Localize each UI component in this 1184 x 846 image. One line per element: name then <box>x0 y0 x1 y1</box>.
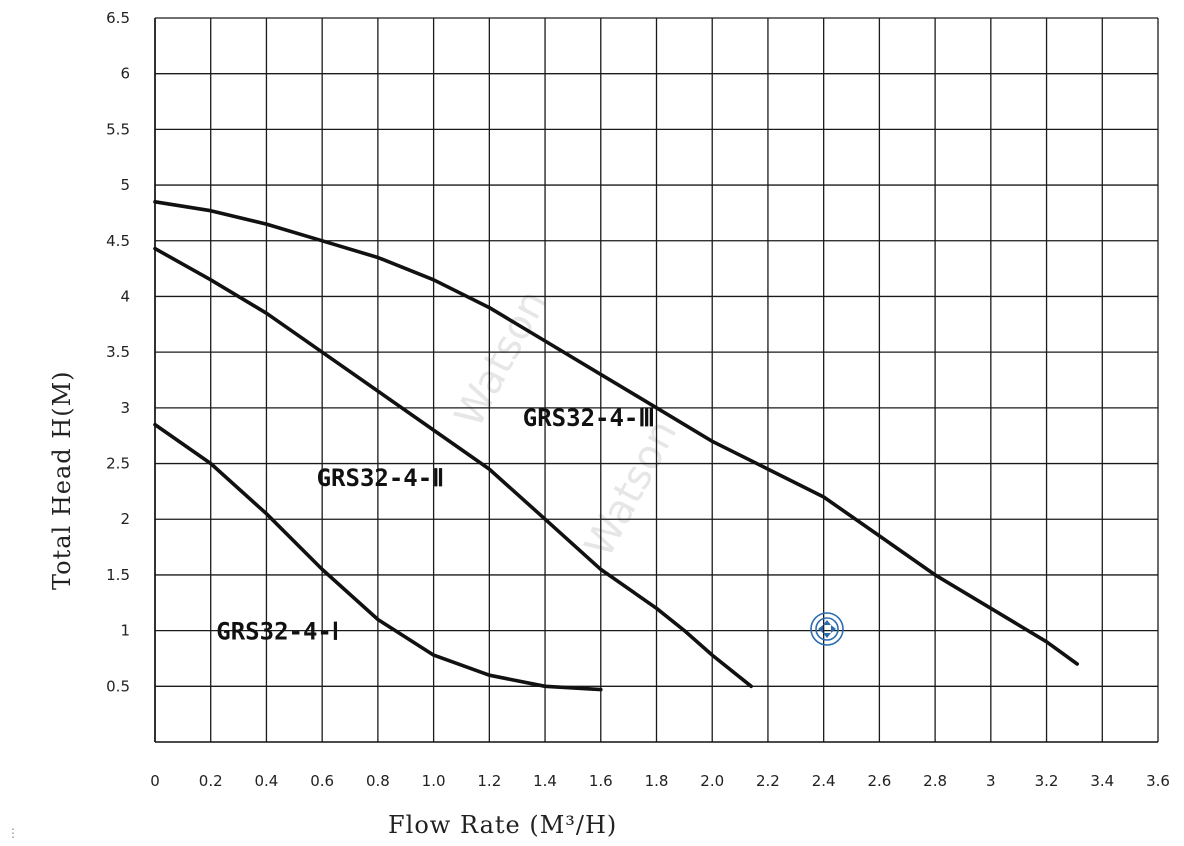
x-tick-label-14: 2.8 <box>923 772 947 790</box>
x-tick-label-3: 0.6 <box>310 772 334 790</box>
x-tick-label-2: 0.4 <box>255 772 279 790</box>
y-tick-label-9: 5 <box>120 176 130 194</box>
x-tick-label-0: 0 <box>150 772 160 790</box>
x-tick-label-8: 1.6 <box>589 772 613 790</box>
x-tick-label-11: 2.2 <box>756 772 780 790</box>
x-tick-labels: 0 0.2 0.4 0.6 0.8 1.0 1.2 1.4 1.6 1.8 2.0 2.2 2.4 2.6… <box>150 772 1170 790</box>
curve-labels: GRS32-4-Ⅰ GRS32-4-Ⅱ GRS32-4-Ⅲ <box>216 404 655 646</box>
axes <box>154 18 1158 743</box>
y-tick-label-6: 3.5 <box>106 343 130 361</box>
x-tick-label-5: 1.0 <box>422 772 446 790</box>
y-tick-label-7: 4 <box>120 287 130 305</box>
curve-label-series-3: GRS32-4-Ⅲ <box>523 404 655 432</box>
curve-series-2 <box>153 246 753 689</box>
y-tick-label-1: 1 <box>120 622 130 640</box>
x-tick-label-9: 1.8 <box>645 772 669 790</box>
y-tick-label-10: 5.5 <box>106 120 130 138</box>
drag-handle-icon[interactable]: ⋮ <box>7 826 19 840</box>
x-tick-label-7: 1.4 <box>533 772 557 790</box>
y-tick-label-11: 6 <box>120 65 130 83</box>
y-axis-title: Total Head H(M) <box>48 370 76 590</box>
watermark-text-2: Watson <box>576 413 686 565</box>
y-tick-label-8: 4.5 <box>106 232 130 250</box>
x-tick-label-4: 0.8 <box>366 772 390 790</box>
x-tick-label-17: 3.4 <box>1090 772 1114 790</box>
y-tick-label-3: 2 <box>120 510 130 528</box>
x-tick-label-12: 2.4 <box>812 772 836 790</box>
y-tick-label-12: 6.5 <box>106 9 130 27</box>
y-tick-labels: 0.5 1 1.5 2 2.5 3 3.5 4 4.5 5 5.5 6 6.5 <box>106 9 130 695</box>
x-axis-title: Flow Rate (M³/H) <box>388 811 617 839</box>
x-tick-label-1: 0.2 <box>199 772 223 790</box>
y-tick-label-0: 0.5 <box>106 677 130 695</box>
curve-series-3 <box>153 200 1079 666</box>
move-cursor-icon[interactable] <box>810 612 844 646</box>
x-tick-label-18: 3.6 <box>1146 772 1170 790</box>
curve-label-series-2: GRS32-4-Ⅱ <box>317 464 444 492</box>
y-tick-label-2: 1.5 <box>106 566 130 584</box>
performance-curves <box>153 200 1079 692</box>
y-tick-label-4: 2.5 <box>106 455 130 473</box>
x-tick-label-15: 3 <box>986 772 996 790</box>
x-tick-label-10: 2.0 <box>700 772 724 790</box>
curve-label-series-1: GRS32-4-Ⅰ <box>216 618 339 646</box>
y-tick-label-5: 3 <box>120 399 130 417</box>
curve-series-1 <box>153 422 603 692</box>
x-tick-label-13: 2.6 <box>867 772 891 790</box>
x-tick-label-16: 3.2 <box>1035 772 1059 790</box>
x-tick-label-6: 1.2 <box>477 772 501 790</box>
